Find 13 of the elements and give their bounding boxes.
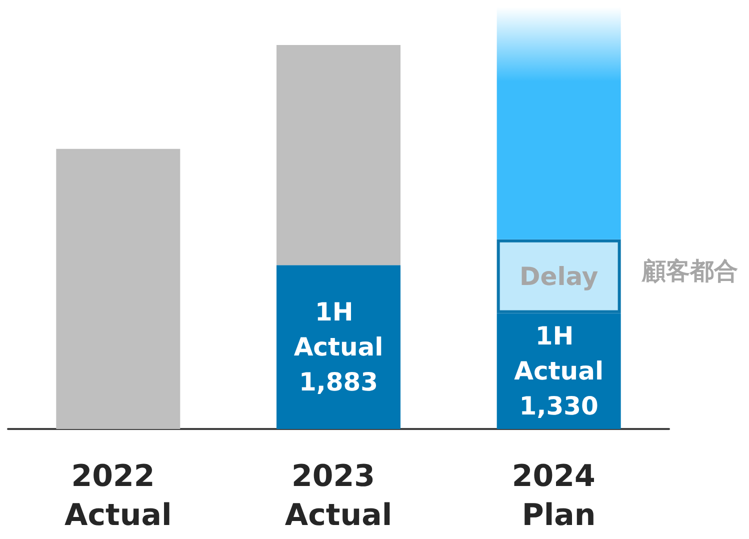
annotation: 顧客都合 xyxy=(641,257,738,285)
series-label: 1H Actual xyxy=(514,322,604,386)
bar xyxy=(276,265,400,429)
x-tick-label: 2023 Actual xyxy=(284,459,392,533)
data-label: 1,883 xyxy=(298,368,378,397)
bar xyxy=(496,7,621,240)
data-label: 1,330 xyxy=(519,392,598,421)
bar xyxy=(276,45,400,266)
series-label: Delay xyxy=(519,262,598,291)
x-tick-label: 2024 Plan xyxy=(512,459,606,533)
x-tick-label: 2022 Actual xyxy=(64,459,172,533)
text: 1H Actual xyxy=(294,298,384,362)
bar xyxy=(56,148,180,429)
